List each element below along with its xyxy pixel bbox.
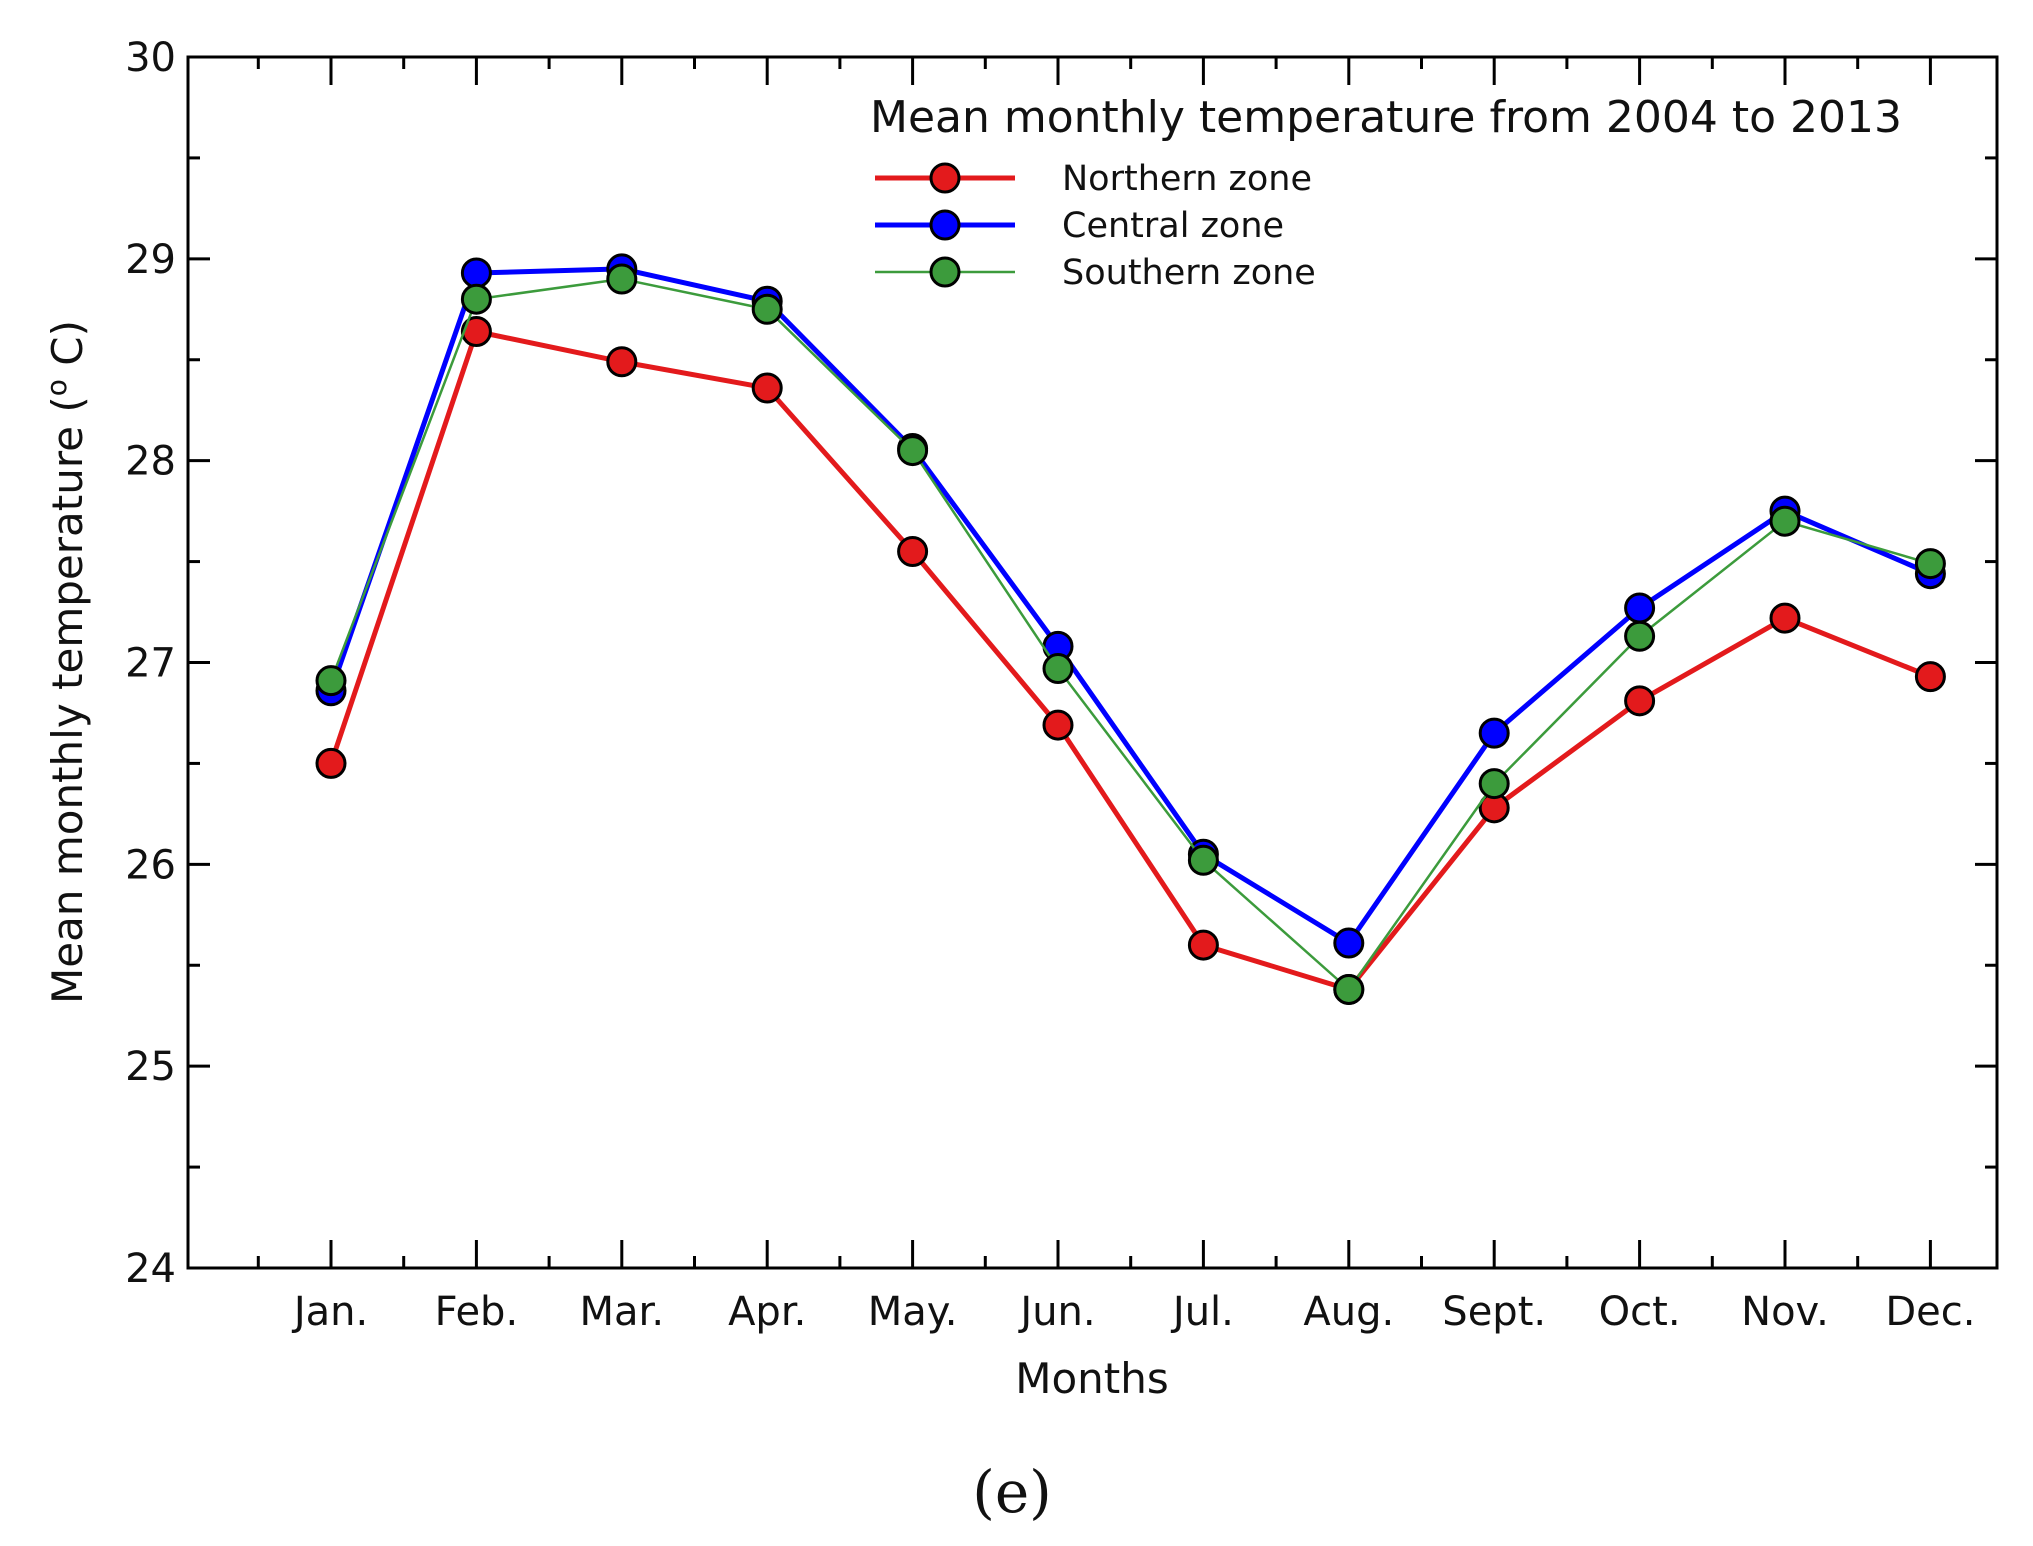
y-tick-label: 27 (125, 641, 176, 687)
y-axis-title-degree: o (40, 379, 73, 396)
legend-marker-southern (929, 256, 961, 288)
series-line-central (328, 266, 1932, 946)
data-point-northern (460, 315, 492, 347)
y-tick-label: 28 (125, 439, 176, 485)
series-southern (315, 263, 1946, 1005)
x-tick-label: Jul. (1170, 1289, 1234, 1335)
x-tick-label: Feb. (435, 1289, 519, 1335)
y-axis-title-main: Mean monthly temperature ( (43, 396, 92, 1004)
legend-title: Mean monthly temperature from 2004 to 20… (870, 92, 1902, 143)
data-point-southern (1624, 620, 1656, 652)
y-axis-title-unit: C) (43, 320, 92, 379)
series-layer (315, 253, 1946, 1005)
data-point-northern (1624, 685, 1656, 717)
axis-ticks: 24 25 26 27 28 29 30 Jan. Feb. Mar. Apr. May. Jun. Ju… (125, 35, 1997, 1335)
data-point-central (1624, 592, 1656, 624)
x-tick-label: Aug. (1303, 1289, 1394, 1335)
y-tick-label: 29 (125, 237, 176, 283)
y-tick-label: 30 (125, 35, 176, 81)
y-tick-label: 25 (125, 1044, 176, 1090)
panel-label-text: (e) (972, 1458, 1052, 1526)
data-point-northern (1914, 661, 1946, 693)
data-point-northern (315, 747, 347, 779)
series-line-northern (328, 329, 1932, 992)
legend-label-northern: Northern zone (1062, 159, 1312, 199)
legend-entry-central: Central zone (875, 206, 1284, 246)
x-tick-label: Apr. (728, 1289, 806, 1335)
data-point-central (460, 257, 492, 289)
data-point-central (1333, 927, 1365, 959)
series-northern (315, 315, 1946, 1005)
data-point-southern (1333, 973, 1365, 1005)
data-point-southern (606, 263, 638, 295)
x-axis-title: Months (1015, 1354, 1169, 1403)
x-tick-label: Nov. (1741, 1289, 1829, 1335)
data-point-southern (1914, 548, 1946, 580)
y-axis-title: Mean monthly temperature (o C) (40, 320, 92, 1004)
panel-label: (e) (972, 1458, 1052, 1526)
data-point-southern (1042, 653, 1074, 685)
legend-entry-northern: Northern zone (875, 159, 1312, 199)
data-point-southern (315, 665, 347, 697)
data-point-central (1478, 717, 1510, 749)
x-tick-label: Mar. (580, 1289, 665, 1335)
data-point-northern (1042, 709, 1074, 741)
data-point-northern (1187, 929, 1219, 961)
legend-entry-southern: Southern zone (875, 253, 1316, 293)
legend-label-central: Central zone (1062, 206, 1284, 246)
legend-marker-central (929, 209, 961, 241)
data-point-northern (751, 372, 783, 404)
data-point-southern (1769, 505, 1801, 537)
y-tick-label: 24 (125, 1246, 176, 1292)
x-tick-label: Oct. (1599, 1289, 1681, 1335)
data-point-northern (606, 346, 638, 378)
x-tick-label: Jun. (1017, 1289, 1095, 1335)
x-tick-label: Dec. (1885, 1289, 1975, 1335)
series-line-southern (329, 277, 1931, 991)
data-point-southern (751, 293, 783, 325)
series-central (315, 253, 1946, 959)
x-tick-label: Jan. (291, 1289, 368, 1335)
legend-label-southern: Southern zone (1062, 253, 1316, 293)
legend: Northern zone Central zone Southern zone (875, 159, 1316, 293)
data-point-southern (460, 283, 492, 315)
data-point-southern (897, 435, 929, 467)
data-point-southern (1478, 768, 1510, 800)
data-point-northern (897, 535, 929, 567)
data-point-southern (1187, 844, 1219, 876)
data-point-northern (1769, 602, 1801, 634)
x-tick-label: Sept. (1442, 1289, 1546, 1335)
x-tick-label: May. (868, 1289, 958, 1335)
y-tick-label: 26 (125, 842, 176, 888)
legend-marker-northern (929, 162, 961, 194)
